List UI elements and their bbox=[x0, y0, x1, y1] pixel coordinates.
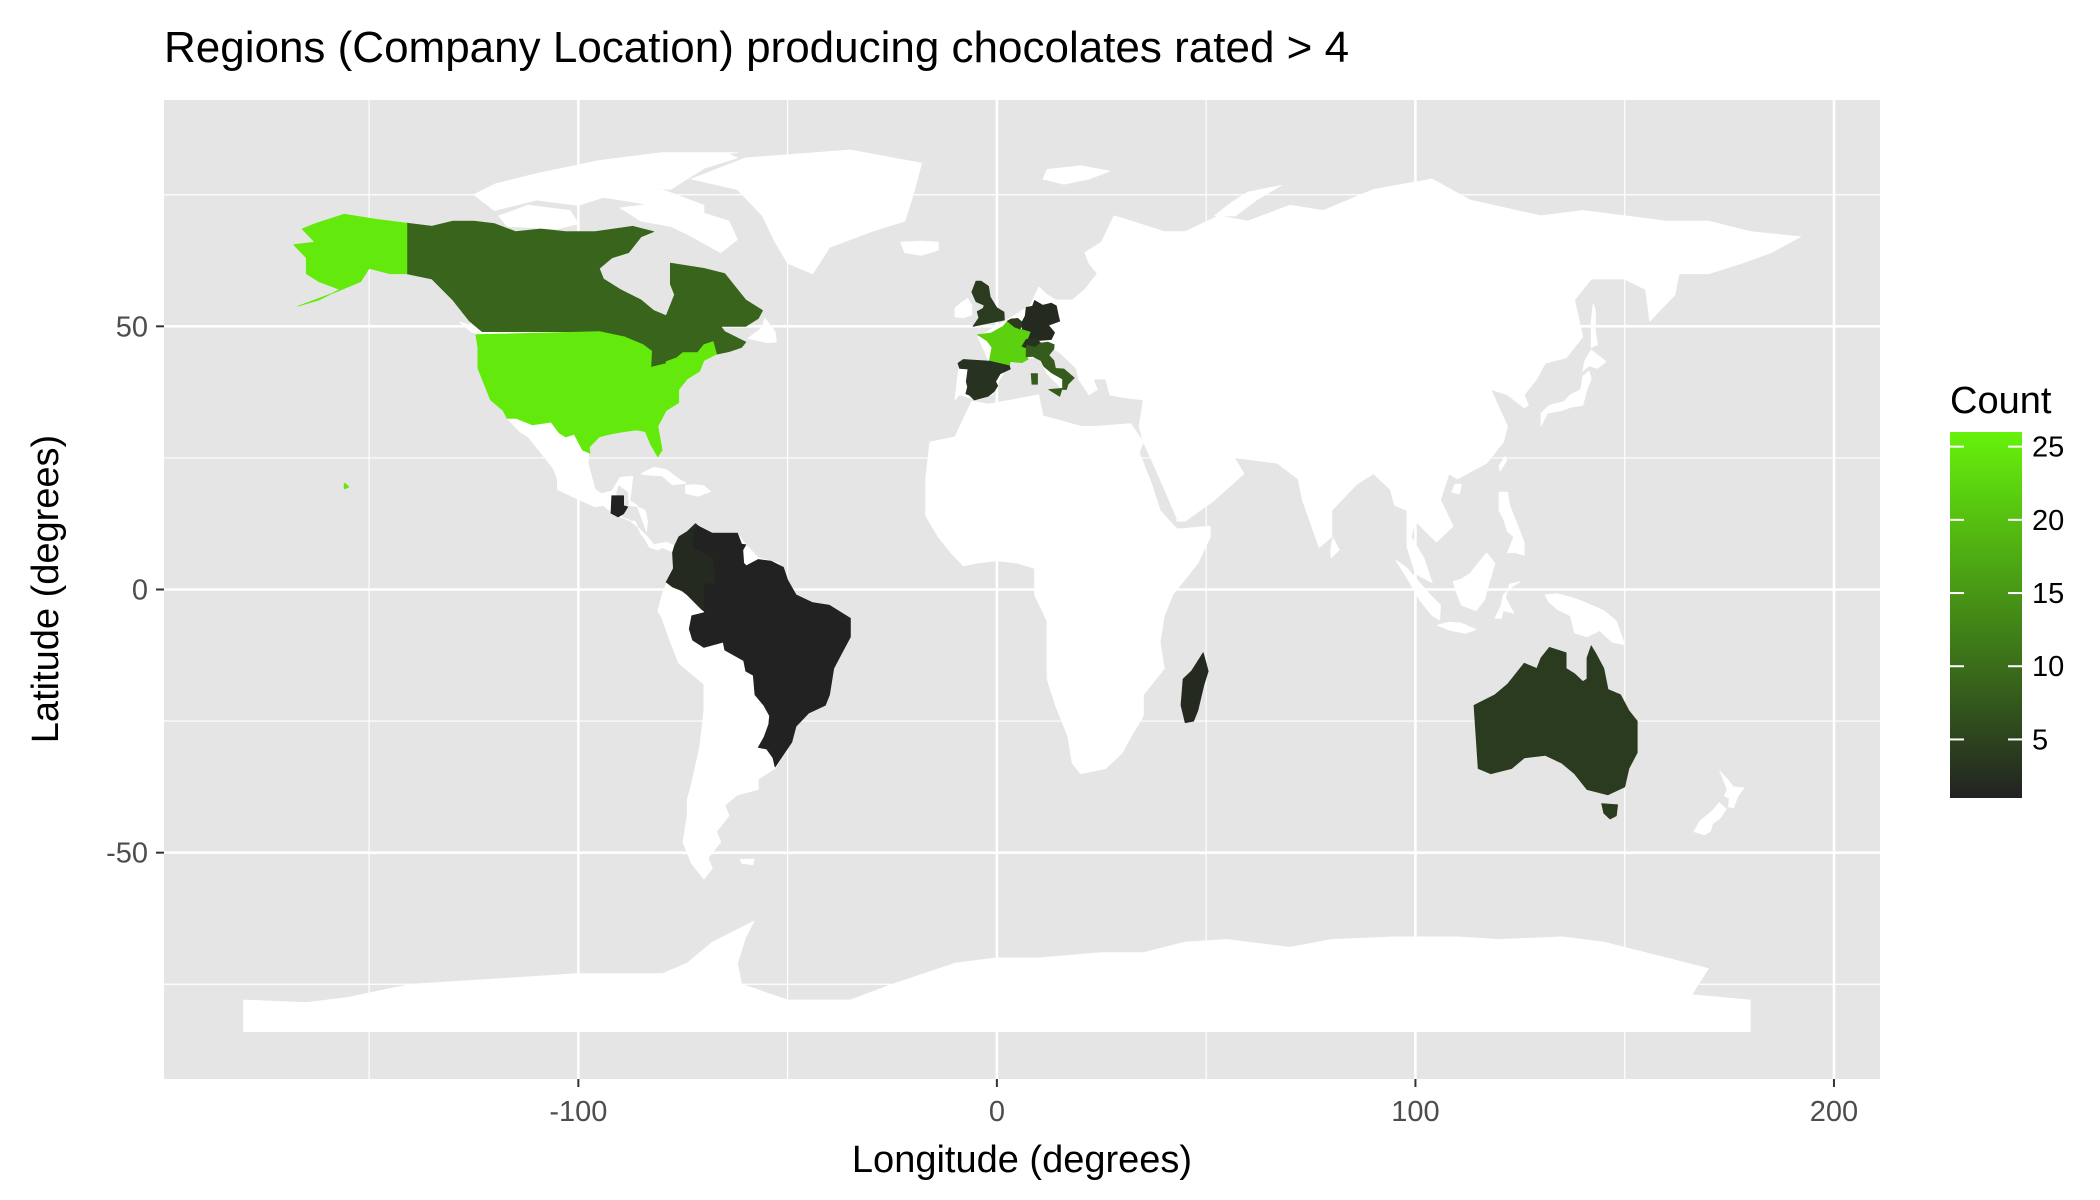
legend-title: Count bbox=[1950, 380, 2052, 422]
region-alaska-fill bbox=[293, 213, 408, 307]
region-baffin-island bbox=[619, 202, 738, 253]
region-java bbox=[1436, 621, 1477, 634]
region-guatemala-fill bbox=[610, 495, 629, 518]
region-hawaii-fill bbox=[343, 482, 350, 490]
region-sakhalin bbox=[1590, 303, 1598, 348]
x-tick-label: 0 bbox=[989, 1096, 1005, 1128]
region-arabia-fill bbox=[1138, 399, 1245, 522]
region-nz-north bbox=[1719, 770, 1745, 809]
land-layer bbox=[243, 149, 1801, 1032]
region-cuba bbox=[640, 467, 687, 486]
region-brazil-fill bbox=[688, 559, 851, 768]
region-hainan bbox=[1451, 483, 1462, 495]
region-hokkaido bbox=[1582, 349, 1607, 372]
x-axis-title: Longitude (degrees) bbox=[852, 1139, 1192, 1181]
region-sri-lanka bbox=[1330, 537, 1340, 559]
chart-title: Regions (Company Location) producing cho… bbox=[164, 23, 1349, 72]
legend-colorbar bbox=[1950, 432, 2022, 798]
x-tick-label: 100 bbox=[1391, 1096, 1439, 1128]
region-africa bbox=[925, 394, 1211, 775]
y-tick-label: 50 bbox=[116, 311, 148, 343]
y-axis-title: Latitude (degrees) bbox=[25, 435, 67, 743]
region-sardinia-fill bbox=[1030, 373, 1038, 385]
region-madagascar-fill bbox=[1180, 652, 1209, 724]
region-victoria-island bbox=[498, 204, 579, 230]
x-axis: -100 0 100 200 bbox=[549, 1079, 1858, 1128]
y-tick-label: -50 bbox=[106, 838, 148, 870]
y-axis: -50 0 50 bbox=[106, 311, 164, 870]
region-falklands bbox=[739, 858, 755, 866]
region-ireland bbox=[954, 298, 973, 319]
region-newfoundland bbox=[747, 317, 777, 343]
legend-tick-label: 10 bbox=[2032, 651, 2064, 683]
region-greenland bbox=[691, 149, 922, 275]
region-eurasia bbox=[954, 178, 1801, 584]
region-usa-fill bbox=[475, 331, 717, 458]
region-spain-fill bbox=[957, 359, 1011, 401]
region-antarctica bbox=[243, 920, 1751, 1032]
region-germany-fill bbox=[1021, 300, 1061, 341]
region-hispaniola bbox=[685, 484, 711, 497]
region-australia-fill bbox=[1473, 645, 1638, 796]
x-tick-label: -100 bbox=[549, 1096, 607, 1128]
legend-tick-label: 20 bbox=[2032, 505, 2064, 537]
legend: Count 5 10 15 20 25 bbox=[1950, 380, 2064, 798]
region-svalbard bbox=[1042, 165, 1111, 185]
y-tick-label: 0 bbox=[132, 575, 148, 607]
x-tick-label: 200 bbox=[1810, 1096, 1858, 1128]
region-borneo bbox=[1452, 552, 1496, 611]
region-new-guinea bbox=[1544, 593, 1626, 646]
region-uk-fill bbox=[971, 280, 1005, 327]
region-taiwan bbox=[1498, 455, 1508, 472]
region-tasmania-fill bbox=[1601, 803, 1618, 820]
legend-tick-label: 25 bbox=[2032, 432, 2064, 464]
region-sumatra bbox=[1395, 559, 1441, 621]
region-sulawesi bbox=[1494, 581, 1521, 619]
legend-tick-label: 15 bbox=[2032, 578, 2064, 610]
region-japan bbox=[1540, 370, 1592, 427]
legend-tick-label: 5 bbox=[2032, 724, 2048, 756]
region-novaya-zemlya bbox=[1214, 184, 1282, 217]
region-italy-fill bbox=[1025, 341, 1075, 390]
region-sicily-fill bbox=[1048, 388, 1063, 397]
region-iceland bbox=[900, 240, 939, 256]
region-ellesmere-island bbox=[611, 152, 738, 190]
region-philippines bbox=[1498, 491, 1525, 556]
region-nz-south bbox=[1693, 802, 1727, 836]
